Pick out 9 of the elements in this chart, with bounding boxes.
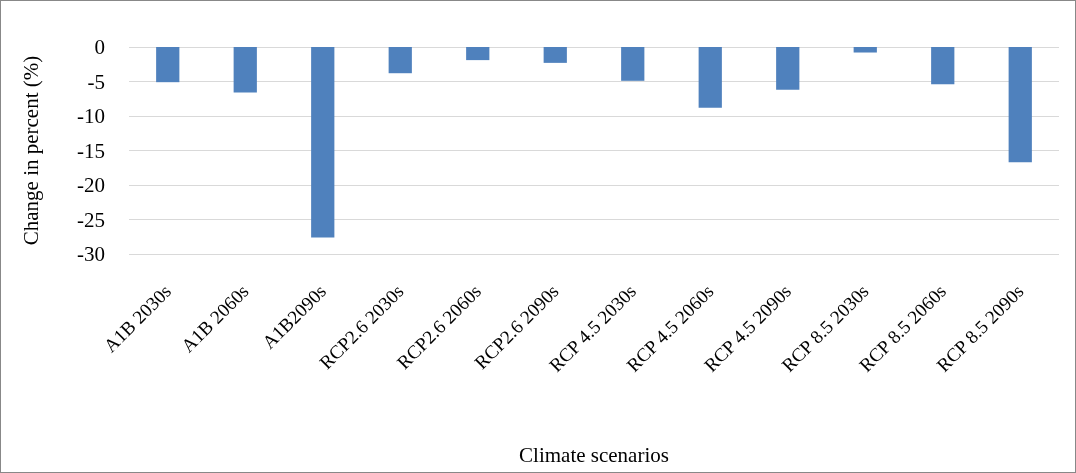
- y-axis-title: Change in percent (%): [18, 55, 43, 246]
- y-tick-label: -25: [77, 207, 105, 232]
- y-tick-label: -15: [77, 138, 105, 163]
- y-tick-label: -5: [87, 69, 105, 94]
- y-tick-label: -20: [77, 173, 105, 197]
- x-axis-title: Climate scenarios: [519, 442, 669, 467]
- y-tick-label: -10: [77, 104, 105, 128]
- y-tick-label: 0: [94, 35, 105, 59]
- y-tick-label: -30: [77, 242, 105, 266]
